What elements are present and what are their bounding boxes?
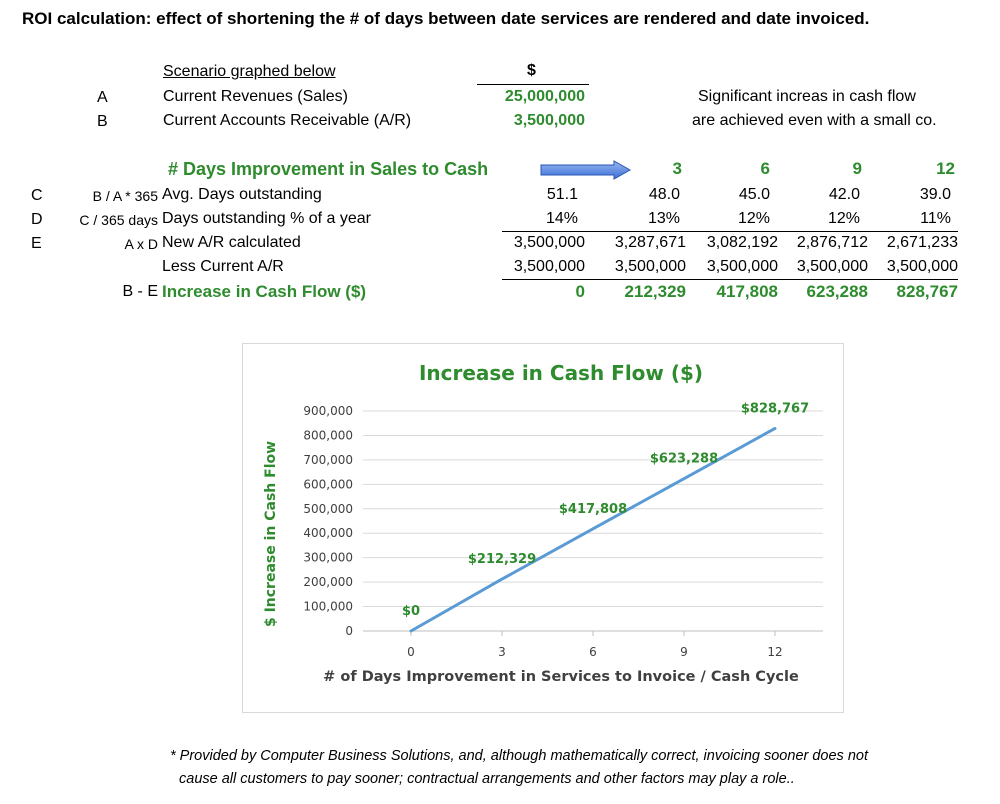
chart-title: Increase in Cash Flow ($) xyxy=(419,361,703,385)
y-tick-label: 600,000 xyxy=(303,477,353,491)
cell: 14% xyxy=(545,210,578,227)
x-tick-label: 0 xyxy=(407,645,415,659)
footnote-line-2: cause all customers to pay sooner; contr… xyxy=(179,771,795,787)
cell: 3,500,000 xyxy=(513,234,585,251)
divider xyxy=(502,231,958,232)
row-letter-d: D xyxy=(31,211,43,228)
days-3: 3 xyxy=(672,159,682,178)
chart-grid xyxy=(363,410,823,636)
label-total: Increase in Cash Flow ($) xyxy=(162,282,367,301)
data-label: $0 xyxy=(402,604,420,619)
cell: 12% xyxy=(827,210,860,227)
y-tick-label: 100,000 xyxy=(303,600,353,614)
cell: 2,876,712 xyxy=(796,234,868,251)
cell: 13% xyxy=(647,210,680,227)
cell: 212,329 xyxy=(624,282,686,301)
line-chart: Increase in Cash Flow ($) 0 100,000 200,00… xyxy=(263,361,823,685)
cell: 51.1 xyxy=(546,186,578,203)
cell: 3,500,000 xyxy=(614,258,686,275)
row-letter-b: B xyxy=(97,113,108,130)
y-tick-label: 400,000 xyxy=(303,526,353,540)
x-axis-ticks: 0 3 6 9 12 xyxy=(407,645,782,659)
data-label: $623,288 xyxy=(650,452,718,467)
arrow-right-icon xyxy=(540,160,632,180)
y-tick-label: 700,000 xyxy=(303,453,353,467)
improvement-label: # Days Improvement in Sales to Cash xyxy=(168,159,489,179)
cell: 3,287,671 xyxy=(614,234,686,251)
cell: 3,500,000 xyxy=(796,258,868,275)
chart-series xyxy=(409,426,777,633)
formula-c: B / A * 365 xyxy=(92,188,158,204)
cell: 11% xyxy=(920,210,951,227)
formula-total: B - E xyxy=(122,283,158,300)
cell: 3,500,000 xyxy=(706,258,778,275)
cell: 3,500,000 xyxy=(886,258,958,275)
revenues-label: Current Revenues (Sales) xyxy=(163,88,348,105)
x-axis-label: # of Days Improvement in Services to Inv… xyxy=(323,669,799,685)
scenario-header: Scenario graphed below xyxy=(163,63,336,80)
cell: 623,288 xyxy=(806,282,868,301)
row-letter-c: C xyxy=(31,187,43,204)
y-axis-ticks: 0 100,000 200,000 300,000 400,000 500,000 600,… xyxy=(303,404,353,638)
x-tick-label: 6 xyxy=(589,645,597,659)
y-tick-label: 900,000 xyxy=(303,404,353,418)
formula-d: C / 365 days xyxy=(79,212,158,228)
data-label: $828,767 xyxy=(741,401,809,416)
currency-header: $ xyxy=(527,62,536,79)
cell: 12% xyxy=(737,210,770,227)
y-axis-label: $ Increase in Cash Flow xyxy=(263,441,279,627)
accounts-receivable-value: 3,500,000 xyxy=(513,112,585,129)
y-tick-label: 200,000 xyxy=(303,575,353,589)
currency-underline xyxy=(477,84,589,85)
x-tick-label: 12 xyxy=(767,645,782,659)
cell: 48.0 xyxy=(648,186,680,203)
y-tick-label: 500,000 xyxy=(303,502,353,516)
footnote-line-1: * Provided by Computer Business Solution… xyxy=(170,748,868,764)
formula-e: A x D xyxy=(124,236,158,252)
cell: 0 xyxy=(575,282,585,301)
cell: 828,767 xyxy=(896,282,958,301)
revenues-value: 25,000,000 xyxy=(504,88,585,105)
divider xyxy=(502,279,958,280)
cell: 2,671,233 xyxy=(886,234,958,251)
label-e: New A/R calculated xyxy=(162,234,301,251)
label-less-current-ar: Less Current A/R xyxy=(162,258,284,275)
label-d: Days outstanding % of a year xyxy=(162,210,372,227)
cell: 417,808 xyxy=(716,282,778,301)
row-letter-a: A xyxy=(97,89,108,106)
y-tick-label: 800,000 xyxy=(303,428,353,442)
page-title: ROI calculation: effect of shortening th… xyxy=(22,9,870,28)
data-labels: $0 $212,329 $417,808 $623,288 $828,767 xyxy=(402,401,809,619)
days-9: 9 xyxy=(852,159,862,178)
cell: 42.0 xyxy=(828,186,860,203)
y-tick-label: 0 xyxy=(345,624,353,638)
chart-container: Increase in Cash Flow ($) 0 100,000 200,00… xyxy=(242,343,844,713)
data-label: $212,329 xyxy=(468,552,536,567)
x-tick-label: 3 xyxy=(498,645,506,659)
days-12: 12 xyxy=(936,159,955,178)
accounts-receivable-label: Current Accounts Receivable (A/R) xyxy=(163,112,412,129)
label-c: Avg. Days outstanding xyxy=(162,186,322,203)
data-label: $417,808 xyxy=(559,502,627,517)
note-line-1: Significant increas in cash flow xyxy=(698,88,916,105)
cell: 3,500,000 xyxy=(513,258,585,275)
note-line-2: are achieved even with a small co. xyxy=(692,112,937,129)
row-letter-e: E xyxy=(31,235,42,252)
cell: 39.0 xyxy=(919,186,951,203)
cell: 3,082,192 xyxy=(706,234,778,251)
cell: 45.0 xyxy=(738,186,770,203)
y-tick-label: 300,000 xyxy=(303,551,353,565)
x-tick-label: 9 xyxy=(680,645,688,659)
series-line xyxy=(409,426,777,633)
days-6: 6 xyxy=(760,159,770,178)
